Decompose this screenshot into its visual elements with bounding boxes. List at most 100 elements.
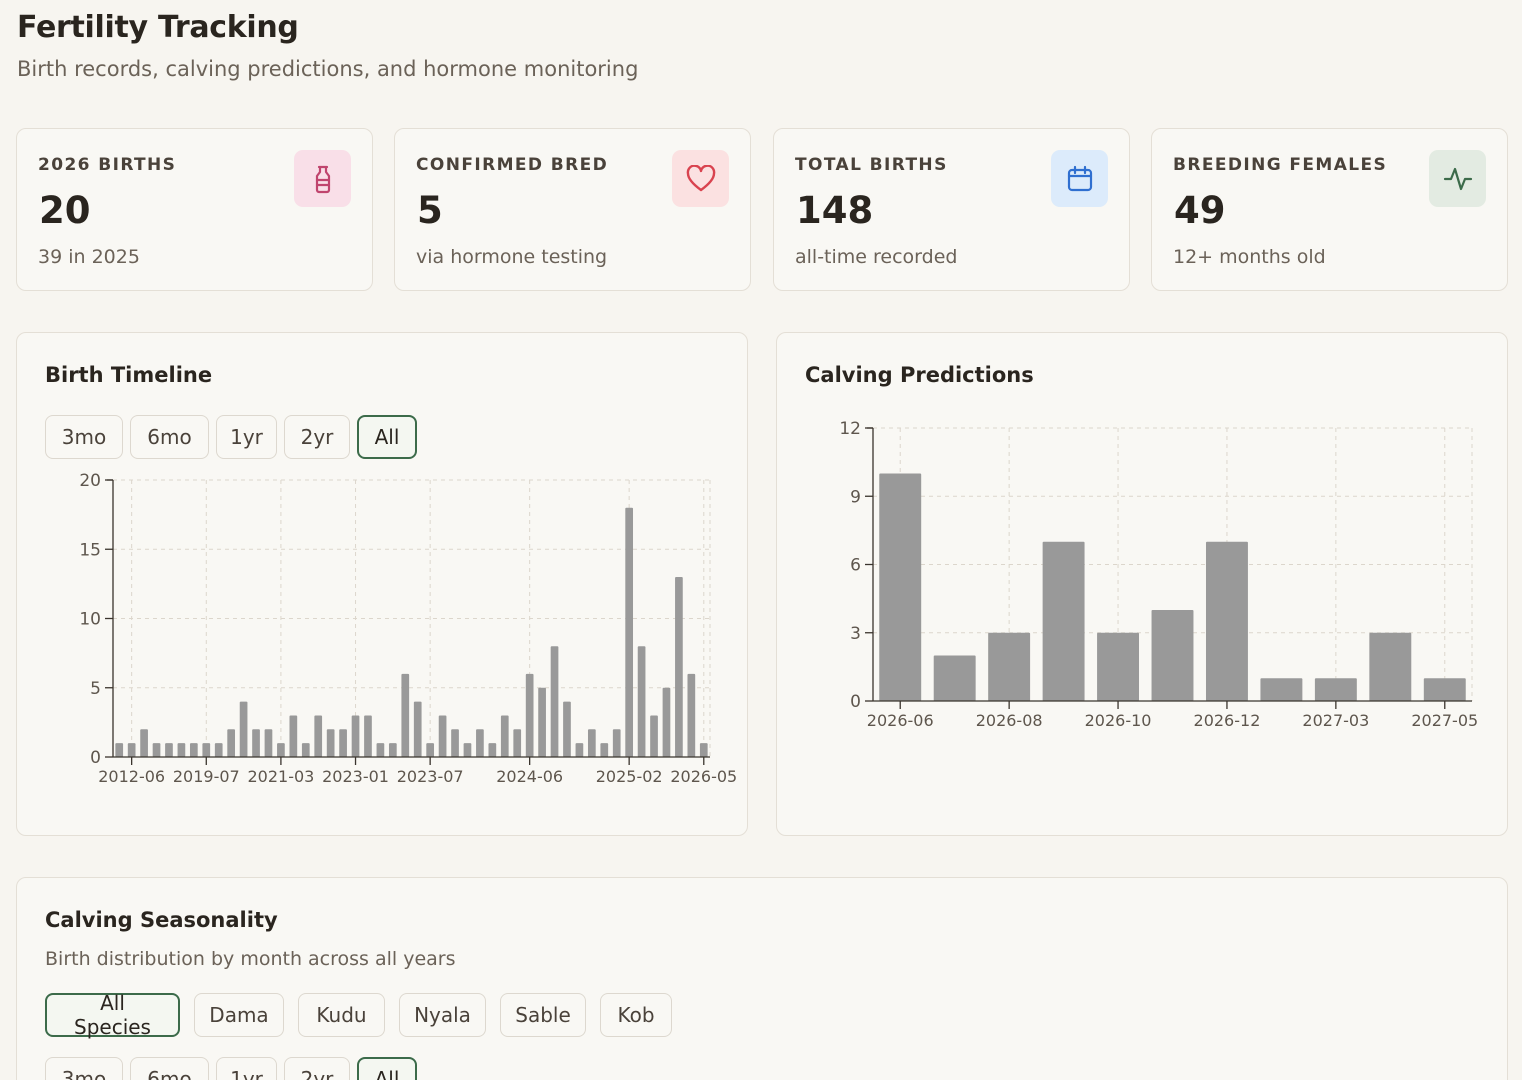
chart-bar [1097, 632, 1140, 701]
birth-timeline-chart: 0 5 10 15 20 2012-06 2019-07 2021-03 2023-01 2023… [79, 473, 737, 786]
chart-bar [401, 673, 410, 757]
y-tick-label: 12 [839, 419, 861, 439]
panel-description: Birth distribution by month across all y… [45, 948, 456, 970]
chart-bar [1260, 678, 1303, 701]
chart-bar [264, 729, 273, 757]
x-tick-label: 2023-07 [397, 767, 464, 786]
chart-bar [675, 576, 683, 757]
x-tick-label: 2026-12 [1194, 711, 1261, 730]
range-button-3mo[interactable]: 3mo [45, 1057, 123, 1080]
chart-bar [451, 729, 459, 757]
species-button-nyala[interactable]: Nyala [399, 993, 486, 1037]
chart-bar [314, 715, 323, 757]
chart-bar [463, 743, 472, 757]
range-button-all[interactable]: All [357, 415, 417, 459]
range-button-1yr[interactable]: 1yr [216, 1057, 277, 1080]
chart-bar [289, 715, 298, 757]
chart-bar [376, 743, 385, 757]
x-tick-label: 2027-05 [1411, 711, 1478, 730]
y-tick-label: 20 [79, 473, 101, 491]
chart-bar [1314, 678, 1357, 701]
range-button-all[interactable]: All [357, 1057, 417, 1080]
range-button-3mo[interactable]: 3mo [45, 415, 123, 459]
stat-label: 2026 BIRTHS [38, 155, 177, 175]
y-tick-label: 15 [79, 540, 101, 560]
x-tick-label: 2026-05 [670, 767, 737, 786]
chart-bar [600, 743, 609, 757]
chart-bar [637, 646, 646, 757]
x-tick-label: 2025-02 [596, 767, 663, 786]
page-subtitle: Birth records, calving predictions, and … [17, 57, 639, 81]
chart-bar [662, 687, 671, 757]
panel-title: Calving Predictions [805, 363, 1034, 387]
chart-bar [933, 655, 976, 701]
chart-bar [426, 743, 435, 757]
range-button-1yr[interactable]: 1yr [216, 415, 277, 459]
chart-bar [612, 729, 621, 757]
stat-label: CONFIRMED BRED [416, 155, 609, 175]
calving-predictions-panel: Calving Predictions 0 3 6 9 12 2026-06 2026-08… [776, 332, 1508, 836]
x-tick-label: 2026-08 [976, 711, 1043, 730]
y-tick-label: 0 [90, 748, 101, 768]
x-tick-label: 2027-03 [1302, 711, 1369, 730]
stat-card-2026-births: 2026 BIRTHS 20 39 in 2025 [16, 128, 373, 291]
birth-timeline-panel: Birth Timeline 3mo 6mo 1yr 2yr All 0 5 10 1… [16, 332, 748, 836]
x-tick-label: 2012-06 [98, 767, 165, 786]
page-title: Fertility Tracking [17, 10, 299, 45]
stat-card-total-births: TOTAL BIRTHS 148 all-time recorded [773, 128, 1130, 291]
species-filter-buttons: All Species Dama Kudu Nyala Sable Kob [45, 991, 672, 1039]
chart-bar [1042, 541, 1085, 701]
range-button-6mo[interactable]: 6mo [130, 415, 209, 459]
chart-bar [413, 701, 422, 757]
range-button-2yr[interactable]: 2yr [284, 415, 350, 459]
chart-bar [165, 743, 173, 757]
stat-value: 49 [1174, 189, 1226, 232]
chart-bar [351, 715, 360, 757]
chart-bar [364, 715, 372, 757]
stats-row: 2026 BIRTHS 20 39 in 2025 CONFIRMED BRED… [16, 128, 1508, 291]
stat-value: 148 [796, 189, 874, 232]
chart-bar [227, 729, 236, 757]
chart-bar [277, 743, 285, 757]
stat-sub: all-time recorded [795, 246, 958, 268]
chart-bar [1151, 610, 1194, 701]
species-button-kudu[interactable]: Kudu [298, 993, 385, 1037]
species-button-kob[interactable]: Kob [600, 993, 672, 1037]
x-tick-label: 2023-01 [322, 767, 389, 786]
chart-bar [575, 743, 584, 757]
stat-label: TOTAL BIRTHS [795, 155, 948, 175]
chart-bar [140, 729, 148, 757]
calving-predictions-chart: 0 3 6 9 12 2026-06 2026-08 2026-10 2026-12 2027-0… [839, 419, 1478, 730]
species-button-dama[interactable]: Dama [194, 993, 284, 1037]
y-tick-label: 6 [850, 556, 861, 576]
chart-bar [1205, 541, 1248, 701]
species-button-all[interactable]: All Species [45, 991, 180, 1039]
y-tick-label: 3 [850, 624, 861, 644]
chart-bar [513, 729, 522, 757]
stat-sub: 12+ months old [1173, 246, 1326, 268]
seasonality-range-buttons: 3mo 6mo 1yr 2yr All [45, 1057, 417, 1080]
chart-bar [476, 729, 484, 757]
range-button-2yr[interactable]: 2yr [284, 1057, 350, 1080]
timeline-range-buttons: 3mo 6mo 1yr 2yr All [45, 415, 417, 459]
chart-bar [687, 673, 696, 757]
chart-bar [339, 729, 347, 757]
chart-bar [650, 715, 658, 757]
chart-bar [202, 743, 211, 757]
calving-seasonality-panel: Calving Seasonality Birth distribution b… [16, 877, 1508, 1080]
species-button-sable[interactable]: Sable [500, 993, 586, 1037]
chart-bar [699, 743, 708, 757]
heart-icon [672, 150, 729, 207]
stat-card-confirmed-bred: CONFIRMED BRED 5 via hormone testing [394, 128, 751, 291]
chart-bar [988, 632, 1031, 701]
chart-bar [488, 743, 497, 757]
chart-bar [525, 673, 534, 757]
activity-icon [1429, 150, 1486, 207]
range-button-6mo[interactable]: 6mo [130, 1057, 209, 1080]
chart-bar [438, 715, 447, 757]
chart-bar [115, 743, 124, 757]
chart-bar [177, 743, 186, 757]
chart-bar [538, 687, 546, 757]
chart-bar [127, 743, 136, 757]
x-tick-label: 2019-07 [173, 767, 240, 786]
